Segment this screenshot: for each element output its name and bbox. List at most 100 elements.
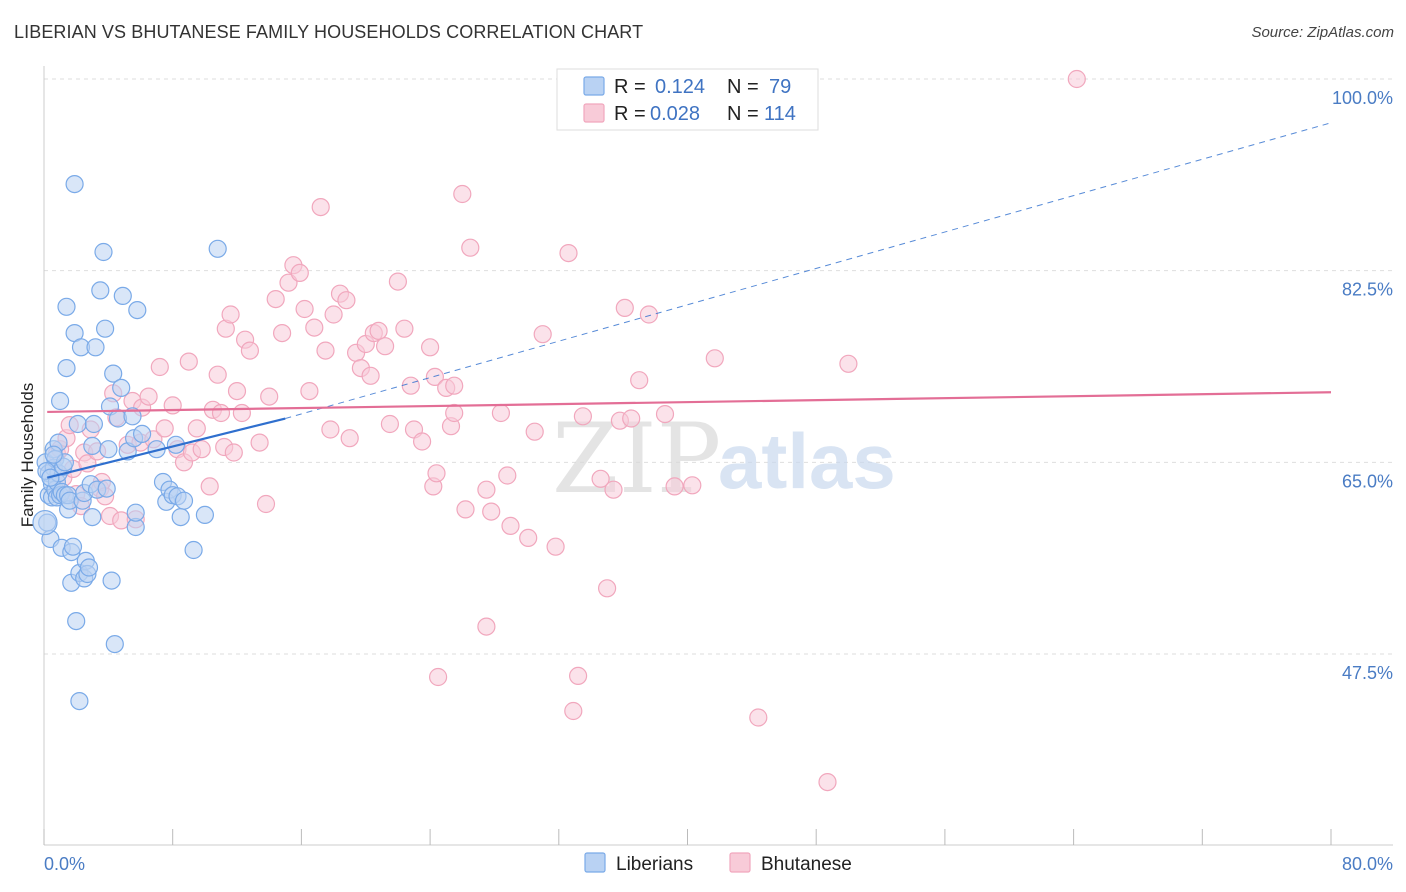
data-point-liberians: [94, 242, 113, 262]
watermark-atlas: atlas: [718, 417, 896, 505]
data-point-bhutanese: [749, 708, 768, 727]
data-point-liberians: [128, 301, 147, 320]
data-point-bhutanese: [498, 466, 517, 485]
trend-line-dashed-liberians: [285, 122, 1332, 420]
x-tick-label-max: 80.0%: [1342, 854, 1393, 874]
data-point-bhutanese: [250, 433, 269, 452]
legend-r-label-0: R =: [614, 76, 646, 98]
data-point-bhutanese: [1067, 69, 1086, 89]
data-point-bhutanese: [818, 772, 837, 792]
bottom-legend-bhutanese: Bhutanese: [761, 854, 852, 875]
data-point-liberians: [84, 414, 104, 434]
data-point-bhutanese: [266, 290, 285, 309]
data-point-liberians: [70, 691, 89, 711]
data-point-bhutanese: [559, 244, 578, 263]
bottom-legend-swatch-liberians: [584, 852, 606, 873]
y-tick-labels: 47.5% 65.0% 82.5% 100.0%: [1332, 88, 1393, 683]
data-point-liberians: [105, 634, 124, 654]
data-point-liberians: [65, 175, 84, 194]
data-point-bhutanese: [388, 272, 407, 291]
data-point-liberians: [126, 503, 145, 522]
data-point-bhutanese: [295, 299, 314, 319]
data-point-liberians: [102, 571, 121, 590]
data-point-bhutanese: [655, 405, 675, 424]
trend-line-bhutanese: [47, 391, 1332, 414]
legend-n-label-1: N =: [727, 103, 759, 125]
data-point-liberians: [99, 440, 118, 459]
data-point-liberians: [44, 445, 63, 464]
data-point-bhutanese: [519, 528, 538, 548]
data-point-bhutanese: [630, 371, 649, 390]
data-point-bhutanese: [604, 480, 623, 499]
trend-layer: [46, 122, 1332, 479]
data-point-bhutanese: [316, 341, 335, 360]
data-point-bhutanese: [224, 443, 243, 462]
data-point-bhutanese: [200, 477, 219, 496]
data-point-liberians: [97, 479, 116, 498]
data-point-liberians: [174, 491, 194, 510]
x-tick-labels: 0.0% 80.0%: [44, 854, 1393, 874]
data-point-bhutanese: [395, 319, 414, 338]
data-point-bhutanese: [665, 477, 684, 496]
data-point-bhutanese: [477, 480, 496, 499]
data-point-bhutanese: [839, 354, 858, 373]
data-point-bhutanese: [305, 318, 324, 337]
data-point-bhutanese: [187, 419, 206, 438]
y-tick-label: 82.5%: [1342, 280, 1393, 300]
data-point-bhutanese: [568, 666, 588, 686]
data-point-bhutanese: [321, 420, 340, 439]
watermark: ZIP atlas: [552, 403, 896, 515]
data-point-bhutanese: [533, 325, 552, 344]
data-point-liberians: [57, 359, 76, 378]
data-point-bhutanese: [139, 387, 158, 406]
data-point-bhutanese: [208, 365, 227, 384]
trend-line-liberians: [46, 417, 286, 479]
y-tick-label: 65.0%: [1342, 471, 1393, 491]
data-point-bhutanese: [491, 403, 510, 423]
data-point-bhutanese: [163, 396, 182, 415]
data-point-bhutanese: [615, 298, 634, 317]
data-point-bhutanese: [211, 403, 231, 423]
x-tick-label-min: 0.0%: [44, 854, 85, 874]
data-point-liberians: [95, 319, 115, 338]
y-tick-label: 100.0%: [1332, 88, 1393, 108]
data-point-bhutanese: [380, 414, 399, 434]
data-point-bhutanese: [369, 321, 388, 340]
bottom-legend-swatch-bhutanese: [729, 852, 751, 873]
data-point-bhutanese: [546, 537, 565, 556]
chart-title: LIBERIAN VS BHUTANESE FAMILY HOUSEHOLDS …: [14, 22, 644, 42]
legend-n-value-0: 79: [769, 76, 791, 98]
data-point-bhutanese: [413, 432, 432, 451]
correlation-legend: R = 0.124 N = 79 R = 0.028 N = 114: [556, 68, 819, 131]
data-point-bhutanese: [622, 409, 641, 428]
data-point-bhutanese: [340, 429, 359, 448]
data-point-bhutanese: [192, 440, 211, 459]
data-point-liberians: [63, 537, 83, 556]
data-point-bhutanese: [525, 422, 544, 441]
data-point-bhutanese: [221, 305, 240, 324]
data-point-liberians: [113, 286, 132, 305]
data-point-liberians: [50, 391, 70, 411]
data-point-bhutanese: [705, 349, 724, 368]
legend-swatch-bhutanese: [583, 103, 605, 123]
data-point-liberians: [83, 507, 102, 527]
bottom-legend-liberians: Liberians: [616, 854, 693, 875]
data-point-bhutanese: [311, 198, 330, 217]
data-point-bhutanese: [337, 291, 356, 310]
data-point-bhutanese: [429, 667, 448, 687]
data-point-bhutanese: [461, 238, 480, 257]
data-point-bhutanese: [273, 324, 292, 343]
data-point-liberians: [208, 239, 227, 258]
data-point-bhutanese: [179, 352, 198, 371]
legend-r-value-0: 0.124: [655, 76, 705, 98]
legend-swatch-liberians: [583, 76, 605, 96]
data-point-bhutanese: [300, 382, 319, 401]
data-point-bhutanese: [591, 469, 610, 488]
data-point-bhutanese: [597, 579, 617, 598]
data-point-bhutanese: [376, 337, 395, 356]
data-point-bhutanese: [482, 502, 501, 521]
data-point-liberians: [91, 281, 110, 300]
data-point-bhutanese: [155, 419, 174, 438]
chart-source: Source: ZipAtlas.com: [1251, 24, 1394, 41]
